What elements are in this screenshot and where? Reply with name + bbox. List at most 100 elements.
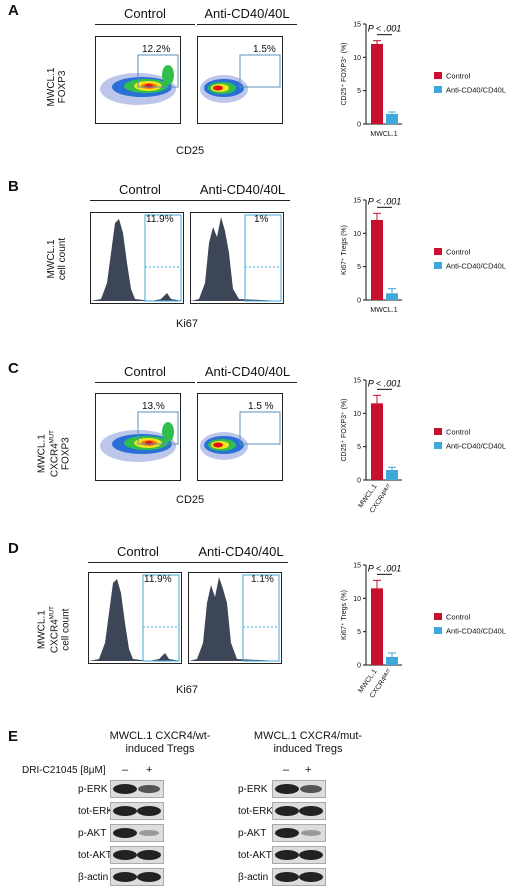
density-plot [200,54,281,103]
blot-title-left: MWCL.1 CXCR4/wt-induced Tregs [109,730,211,755]
blot-row-label: p-ERK [238,784,268,795]
blot-band [110,846,164,864]
title-rule-b2 [190,200,290,201]
bar [386,470,398,480]
flow-plot-c-control [95,393,181,481]
blot-band [110,802,164,820]
y-tick-label: 0 [357,663,361,670]
drug-label: DRI-C21045 [8μM] [22,765,106,776]
title-rule-c1 [95,382,195,383]
pct-a-control: 12.2% [142,44,171,55]
blot-band [272,868,326,886]
plus-left: + [146,764,153,776]
blot-band [272,824,326,842]
y-axis-label: CD25⁺ FOXP3⁺ (%) [341,398,348,461]
blot-row-label: tot-ERK [78,806,114,817]
ylabel-c: MWCL.1 CXCR4MUT FOXP3 [36,430,72,478]
pct-c-control: 13.% [142,401,165,412]
plus-right: + [305,764,312,776]
y-axis-label: CD25⁺ FOXP3⁺ (%) [341,42,348,105]
blot-row-label: p-AKT [78,828,107,839]
treated-title-a: Anti-CD40/40L [204,6,290,21]
legend-label: Control [446,428,471,437]
bar-chart-b: 0 5 10 15 Ki67⁺ Tregs (%) P < .001 MWCL.1 Contr… [341,196,506,314]
blot-row-label: p-ERK [78,784,108,795]
legend-label: Anti-CD40/CD40L [446,627,506,636]
xlabel-a: CD25 [176,145,205,157]
blot-title-right: MWCL.1 CXCR4/mut-induced Tregs [253,730,363,755]
treated-title-d: Anti-CD40/40L [198,544,284,559]
bar [371,403,383,480]
legend-label: Anti-CD40/CD40L [446,86,506,95]
y-tick-label: 15 [353,198,361,205]
ylabel-d: MWCL.1 CXCR4MUT cell count [36,606,72,654]
y-axis-label: Ki67⁺ Tregs (%) [341,590,348,640]
x-category-label: MWCL.1 [370,131,397,138]
pct-a-treated: 1.5% [253,44,276,55]
bar [386,657,398,665]
blot-band [110,780,164,798]
legend-swatch [434,442,442,449]
p-value: P < .001 [368,24,401,34]
p-value: P < .001 [368,378,401,388]
legend-label: Control [446,613,471,622]
minus-left: – [122,764,129,776]
legend-swatch [434,428,442,435]
xlabel-c: CD25 [176,494,205,506]
legend-swatch [434,262,442,269]
blot-band [272,846,326,864]
y-tick-label: 0 [357,298,361,305]
legend-label: Control [446,72,471,81]
blot-row-label: tot-AKT [78,850,112,861]
bar [371,220,383,300]
histogram [91,214,183,302]
p-value: P < .001 [368,563,401,573]
y-axis-label: Ki67⁺ Tregs (%) [341,225,348,275]
control-title-d: Control [117,544,159,559]
flow-plot-a-control [95,36,181,124]
blot-band [110,868,164,886]
treated-title-b: Anti-CD40/40L [199,182,286,197]
pct-d-treated: 1.1% [251,574,274,585]
histogram [191,214,283,302]
pct-b-control: 11.9% [146,214,174,225]
histogram-b-treated [190,212,284,304]
blot-row-label: β-actin [78,872,109,883]
title-rule-a2 [197,24,297,25]
panel-label-b: B [8,178,19,195]
histogram-b-control [90,212,184,304]
legend-swatch [434,72,442,79]
ylabel-a: MWCL.1 FOXP3 [46,67,68,107]
bar [386,114,398,124]
minus-right: – [283,764,290,776]
y-tick-label: 0 [357,478,361,485]
title-rule-a1 [95,24,195,25]
legend-swatch [434,627,442,634]
blot-band [272,802,326,820]
control-title-b: Control [119,182,161,197]
blot-row-label: p-AKT [238,828,267,839]
histogram-d-treated [188,572,282,664]
xlabel-b: Ki67 [176,318,199,330]
panel-label-d: D [8,540,19,557]
density-plot [100,411,179,462]
y-tick-label: 15 [353,22,361,29]
bar [371,44,383,124]
blot-row-label: tot-ERK [238,806,274,817]
density-plot [200,411,281,460]
y-tick-label: 5 [357,264,361,271]
density-plot [96,37,180,123]
legend-swatch [434,248,442,255]
y-tick-label: 5 [357,88,361,95]
title-rule-b1 [90,200,190,201]
legend-label: Anti-CD40/CD40L [446,262,506,271]
y-tick-label: 10 [353,411,361,418]
p-value: P < .001 [368,196,401,206]
bar [386,293,398,300]
histogram [89,574,181,662]
bar [371,588,383,665]
pct-b-treated: 1% [254,214,269,225]
blot-band [110,824,164,842]
